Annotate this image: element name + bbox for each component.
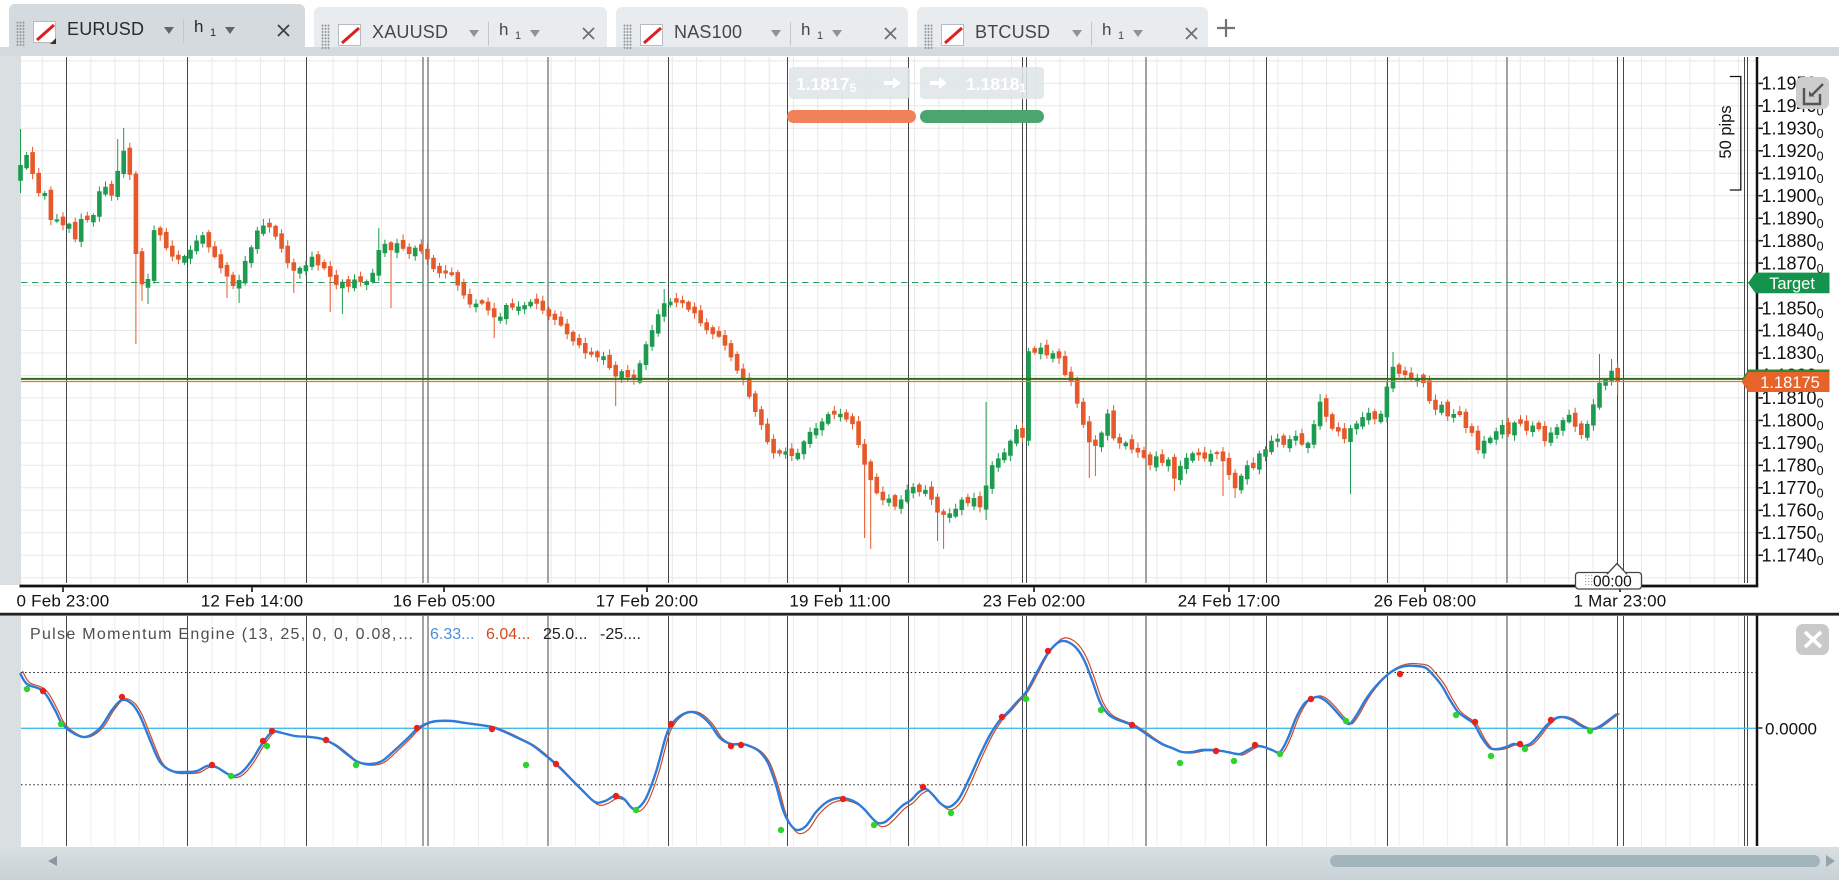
svg-text:00:00: 00:00 <box>1593 574 1632 591</box>
svg-text:16 Feb 05:00: 16 Feb 05:00 <box>393 592 496 611</box>
svg-text:26 Feb 08:00: 26 Feb 08:00 <box>1374 592 1477 611</box>
svg-text:1 Mar 23:00: 1 Mar 23:00 <box>1574 592 1667 611</box>
svg-text:1.17700: 1.17700 <box>1762 478 1824 501</box>
svg-text:Pulse Momentum Engine (13, 25,: Pulse Momentum Engine (13, 25, 0, 0, 0.0… <box>30 626 415 643</box>
svg-text:1.18175: 1.18175 <box>796 74 857 95</box>
svg-text:1.17400: 1.17400 <box>1762 545 1824 568</box>
svg-text:1.19000: 1.19000 <box>1762 186 1824 209</box>
svg-text:1.17900: 1.17900 <box>1762 433 1824 456</box>
svg-text:24 Feb 17:00: 24 Feb 17:00 <box>1178 592 1281 611</box>
svg-text:1.18000: 1.18000 <box>1762 411 1824 434</box>
svg-text:1.18400: 1.18400 <box>1762 321 1824 344</box>
svg-text:-25....: -25.... <box>600 626 641 643</box>
svg-text:Target: Target <box>1769 275 1815 293</box>
svg-text:1.18175: 1.18175 <box>1760 374 1820 392</box>
svg-text:1.19300: 1.19300 <box>1762 119 1824 142</box>
svg-text:1.18300: 1.18300 <box>1762 343 1824 366</box>
svg-text:19 Feb 11:00: 19 Feb 11:00 <box>789 592 890 611</box>
svg-text:1.18900: 1.18900 <box>1762 208 1824 231</box>
svg-text:1.18100: 1.18100 <box>1762 388 1824 411</box>
svg-text:50 pips: 50 pips <box>1717 105 1735 158</box>
svg-text:1.18700: 1.18700 <box>1762 253 1824 276</box>
svg-text:6.33...: 6.33... <box>430 626 474 643</box>
svg-text:1.18181: 1.18181 <box>966 74 1027 95</box>
svg-text:1.17800: 1.17800 <box>1762 456 1824 479</box>
svg-text:1.19100: 1.19100 <box>1762 163 1824 186</box>
svg-text:1.19200: 1.19200 <box>1762 141 1824 164</box>
svg-text:1.17500: 1.17500 <box>1762 523 1824 546</box>
svg-text:17 Feb 20:00: 17 Feb 20:00 <box>596 592 699 611</box>
svg-text:0 Feb 23:00: 0 Feb 23:00 <box>17 592 110 611</box>
svg-text:25.0...: 25.0... <box>543 626 587 643</box>
svg-text:1.18800: 1.18800 <box>1762 231 1824 254</box>
svg-text:1.18500: 1.18500 <box>1762 298 1824 321</box>
svg-text:0.0000: 0.0000 <box>1765 720 1817 739</box>
svg-text:6.04...: 6.04... <box>486 626 530 643</box>
svg-text:1.17600: 1.17600 <box>1762 501 1824 524</box>
svg-text:12 Feb 14:00: 12 Feb 14:00 <box>201 592 304 611</box>
svg-text:23 Feb 02:00: 23 Feb 02:00 <box>983 592 1086 611</box>
